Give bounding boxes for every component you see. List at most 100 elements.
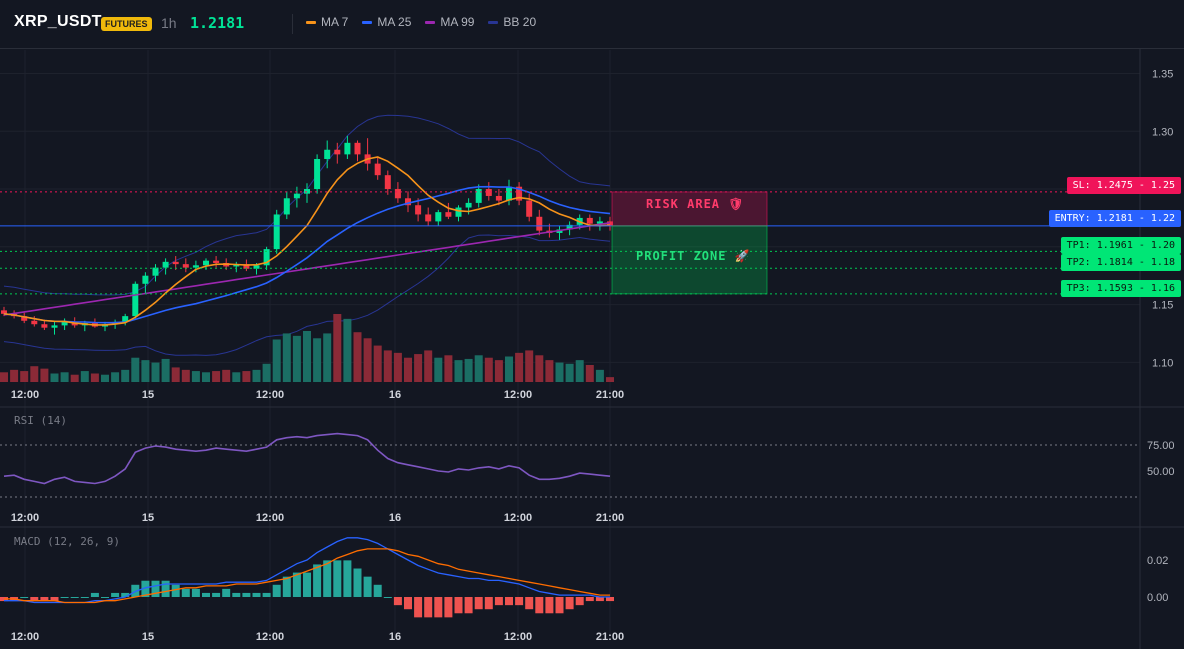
macd-histogram-bar (20, 597, 29, 598)
candle (61, 318, 68, 331)
volume-bar (111, 372, 120, 382)
candle (142, 272, 149, 294)
candle (607, 216, 613, 231)
macd-histogram-bar (343, 560, 352, 597)
candle (263, 246, 270, 270)
volume-bar (383, 350, 392, 382)
bollinger-lower (3, 234, 611, 356)
symbol-title[interactable]: XRP_USDT (14, 13, 102, 30)
candle (556, 226, 563, 240)
volume-bar (565, 363, 574, 382)
macd-histogram-bar (30, 597, 39, 602)
candle (273, 209, 280, 254)
candle (384, 170, 391, 195)
macd-histogram-bar (252, 592, 261, 597)
volume-bar (494, 360, 503, 382)
macd-label: MACD (12, 26, 9) (14, 535, 120, 548)
candle-body (273, 214, 280, 250)
tp1-tag: TP1: 1.1961 - 1.20 (1060, 237, 1181, 254)
macd-histogram-bar (525, 597, 534, 610)
macd-histogram-bar (484, 597, 493, 610)
macd-histogram-bar (454, 597, 463, 614)
macd-histogram-bar (292, 572, 301, 597)
candle (21, 312, 28, 324)
time-tick: 12:00 (11, 631, 39, 643)
macd-histogram-bar (313, 564, 322, 597)
volume-bar (222, 369, 231, 382)
volume-bar (444, 355, 453, 382)
candle (374, 156, 381, 180)
volume-bar (10, 369, 19, 382)
volume-bar (151, 362, 160, 382)
volume-bar (373, 345, 382, 382)
legend-ma25[interactable]: MA 25 (362, 15, 411, 29)
volume-bar (262, 363, 271, 382)
candle (394, 182, 401, 203)
volume-bar (282, 333, 291, 382)
macd-histogram-bar (333, 560, 342, 597)
macd-histogram-bar (282, 576, 291, 597)
candle (31, 316, 38, 327)
header-divider (292, 14, 293, 34)
candle (506, 179, 512, 206)
candle-body (334, 149, 341, 155)
tp2-tag: TP2: 1.1814 - 1.18 (1060, 254, 1181, 271)
timeframe-button[interactable]: 1h (161, 15, 177, 31)
candle-body (314, 158, 321, 190)
candle-body (566, 224, 573, 230)
legend-ma7-label: MA 7 (321, 15, 349, 29)
volume-bar (252, 369, 261, 382)
macd-histogram-bar (40, 597, 49, 602)
ma25-line (3, 185, 611, 324)
candle (51, 320, 58, 335)
volume-bar (121, 369, 130, 382)
candle-body (1, 310, 7, 314)
macd-histogram-bar (535, 597, 544, 614)
volume-bar (353, 332, 362, 382)
candle (324, 140, 331, 169)
candle-body (304, 189, 310, 194)
candle-body (384, 175, 391, 190)
volume-bar (414, 354, 423, 382)
time-tick: 12:00 (256, 512, 284, 524)
candle (495, 189, 502, 206)
volume-bar (343, 318, 352, 382)
candle-body (536, 216, 543, 231)
time-tick: 15 (142, 389, 154, 401)
legend-ma99[interactable]: MA 99 (425, 15, 474, 29)
candle-body (243, 264, 250, 269)
macd-histogram-bar (70, 597, 79, 598)
volume-bar (535, 355, 544, 382)
volume-bar (585, 365, 594, 382)
candle-body (142, 275, 149, 284)
candle (172, 256, 179, 270)
chart-header: XRP_USDT FUTURES 1h 1.2181 MA 7 MA 25 MA… (0, 0, 1184, 49)
profit-zone (611, 225, 768, 295)
candle-body (203, 260, 209, 266)
last-price: 1.2181 (190, 14, 245, 32)
candle-body (51, 325, 58, 328)
volume-bar (464, 358, 473, 382)
indicator-legend: MA 7 MA 25 MA 99 BB 20 (306, 15, 536, 29)
macd-histogram-bar (222, 588, 231, 597)
volume-bar (313, 338, 322, 382)
candle-body (263, 249, 270, 266)
volume-bar (525, 350, 534, 382)
macd-histogram-bar (212, 592, 221, 597)
volume-bar (131, 357, 140, 382)
legend-ma7[interactable]: MA 7 (306, 15, 348, 29)
candle-body (394, 189, 401, 199)
candle-body (495, 195, 502, 201)
candle-body (41, 324, 48, 328)
legend-ma99-label: MA 99 (440, 15, 475, 29)
macd-histogram-bar (373, 584, 382, 597)
volume-bar (303, 331, 311, 382)
candle (354, 140, 361, 162)
candle (485, 182, 492, 201)
volume-bar (40, 368, 49, 382)
legend-bb20[interactable]: BB 20 (488, 15, 536, 29)
macd-histogram-bar (393, 597, 402, 606)
entry-tag: ENTRY: 1.2181 - 1.22 (1048, 210, 1181, 227)
volume-bar (30, 366, 39, 382)
